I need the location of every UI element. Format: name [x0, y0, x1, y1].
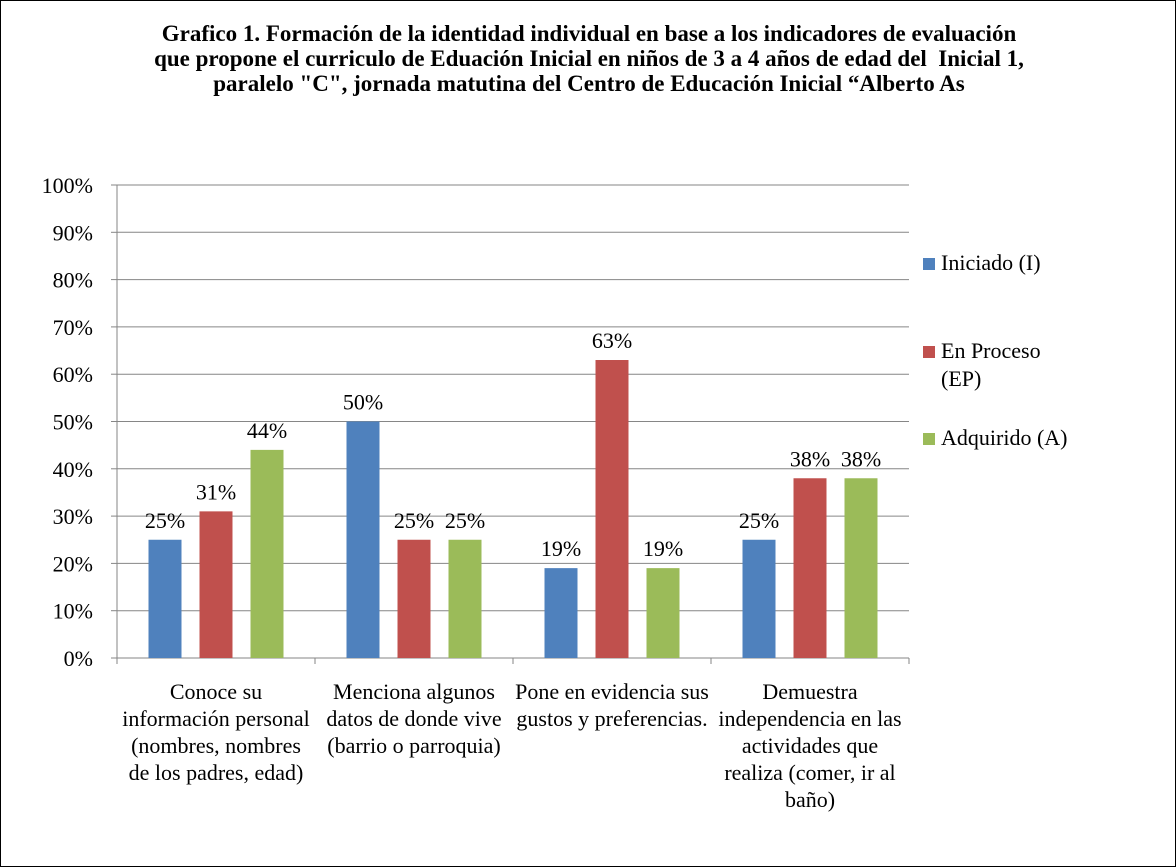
bar [199, 511, 233, 658]
x-tick-label: Pone en evidencia sus gustos y preferenc… [515, 679, 709, 731]
data-label: 25% [739, 508, 779, 533]
x-tick-label: Menciona algunos datos de donde vive (ba… [326, 679, 502, 758]
legend-label: En Proceso (EP) [941, 338, 1041, 391]
bar [148, 539, 182, 658]
data-label: 63% [592, 328, 632, 353]
y-tick-label: 20% [53, 551, 93, 576]
data-label: 25% [394, 508, 434, 533]
data-label: 19% [541, 536, 581, 561]
chart-title: Grafico 1. Formación de la identidad ind… [154, 21, 1030, 96]
data-label: 19% [643, 536, 683, 561]
bar [646, 568, 680, 658]
y-tick-label: 70% [53, 315, 93, 340]
data-label: 25% [445, 508, 485, 533]
y-tick-label: 30% [53, 504, 93, 529]
bar [844, 478, 878, 658]
bar [742, 539, 776, 658]
legend-swatch [923, 346, 935, 358]
x-tick-label: Conoce su información personal (nombres,… [122, 679, 310, 785]
y-tick-label: 90% [53, 220, 93, 245]
bar [595, 360, 629, 658]
bar [250, 449, 284, 658]
y-tick-label: 40% [53, 457, 93, 482]
y-tick-label: 0% [64, 646, 93, 671]
bar [448, 539, 482, 658]
data-label: 38% [790, 446, 830, 471]
y-tick-label: 80% [53, 268, 93, 293]
legend-swatch [923, 433, 935, 445]
legend-label: Adquirido (A) [941, 425, 1068, 450]
bar [397, 539, 431, 658]
data-label: 44% [247, 418, 287, 443]
bar [346, 421, 380, 658]
legend-swatch [923, 258, 935, 270]
data-label: 50% [343, 390, 383, 415]
y-tick-label: 60% [53, 362, 93, 387]
bar [544, 568, 578, 658]
data-label: 25% [145, 508, 185, 533]
y-tick-label: 10% [53, 599, 93, 624]
y-tick-label: 50% [53, 410, 93, 435]
data-label: 38% [841, 446, 881, 471]
data-label: 31% [196, 479, 236, 504]
bar [793, 478, 827, 658]
y-tick-label: 100% [42, 173, 93, 198]
x-tick-label: Demuestra independencia en las actividad… [718, 679, 902, 812]
legend-label: Iniciado (I) [941, 250, 1041, 275]
